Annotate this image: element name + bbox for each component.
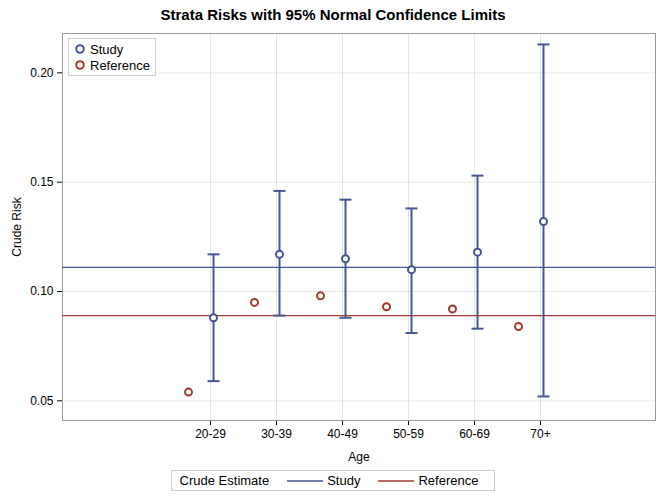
- html-text:Strata Risks with 95% Normal C: Strata Risks with 95% Normal Confidence …: [160, 6, 506, 23]
- html-text:Study: Study: [90, 41, 124, 57]
- svg-text:0.10: 0.10: [30, 284, 54, 298]
- svg-text:30-39: 30-39: [261, 427, 292, 441]
- svg-text:0.15: 0.15: [30, 175, 54, 189]
- svg-text:20-29: 20-29: [195, 427, 226, 441]
- svg-text:0.20: 0.20: [30, 66, 54, 80]
- html-text:Reference: Reference: [90, 57, 150, 73]
- svg-text:50-59: 50-59: [393, 427, 424, 441]
- html-text:Reference: Reference: [418, 473, 479, 488]
- svg-text:0.05: 0.05: [30, 394, 54, 408]
- svg-text:Crude Risk: Crude Risk: [10, 196, 24, 256]
- html-text:Crude Estimate: Crude Estimate: [179, 473, 270, 488]
- html-text:Study: Study: [327, 473, 361, 488]
- svg-text:40-49: 40-49: [327, 427, 358, 441]
- svg-text:60-69: 60-69: [459, 427, 490, 441]
- svg-text:Age: Age: [348, 450, 370, 464]
- svg-text:70+: 70+: [530, 427, 550, 441]
